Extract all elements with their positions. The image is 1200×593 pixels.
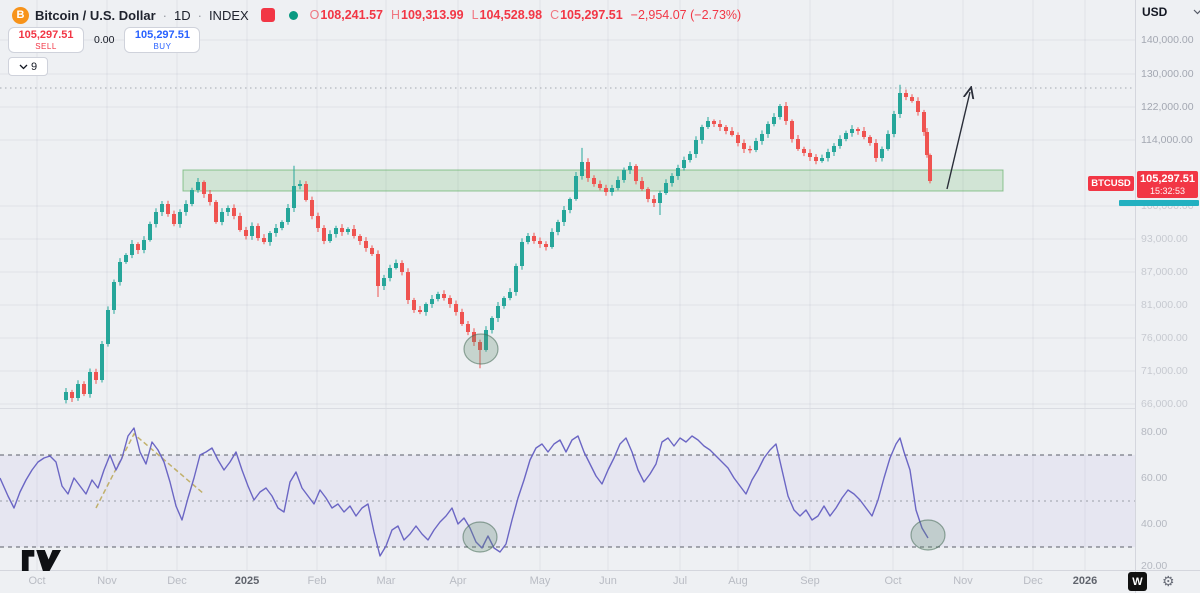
price-tick: 93,000.00 <box>1141 233 1188 245</box>
rsi-tick: 40.00 <box>1141 518 1168 530</box>
chevron-down-icon[interactable] <box>1193 9 1200 15</box>
arrow-drawing[interactable] <box>946 92 970 190</box>
time-tick: Oct <box>28 575 46 587</box>
timeframe-label[interactable]: 1D <box>173 7 191 23</box>
time-axis-separator <box>0 570 1200 571</box>
broker-logo-icon <box>260 8 275 22</box>
price-tick: 76,000.00 <box>1141 332 1188 344</box>
symbol-title[interactable]: Bitcoin / U.S. Dollar <box>35 7 156 23</box>
separator-dot: · <box>162 7 167 23</box>
buy-button[interactable]: 105,297.51 BUY <box>124 27 201 53</box>
price-tick: 66,000.00 <box>1141 398 1188 410</box>
object-tree-widget[interactable]: 9 <box>8 57 48 76</box>
separator-dot: · <box>197 7 202 23</box>
rsi-tick: 80.00 <box>1141 426 1168 438</box>
chart-canvas[interactable] <box>0 0 1135 570</box>
candles-layer <box>64 84 932 404</box>
time-tick: 2026 <box>1072 575 1098 587</box>
time-tick: Aug <box>728 575 748 587</box>
open-value: 108,241.57 <box>320 8 383 22</box>
time-tick: May <box>529 575 551 587</box>
time-tick: Nov <box>97 575 117 587</box>
rsi-tick: 60.00 <box>1141 472 1168 484</box>
market-open-dot-icon <box>288 10 298 20</box>
last-price-label: 105,297.51 15:32:53 <box>1137 171 1198 198</box>
spread-value: 0.00 <box>94 34 115 46</box>
indicator-price-strip <box>1119 200 1199 206</box>
symbol-legend: B Bitcoin / U.S. Dollar · 1D · INDEX O10… <box>12 5 741 25</box>
price-axis-separator <box>1135 0 1136 593</box>
high-value: 109,313.99 <box>401 8 464 22</box>
time-tick: Jul <box>672 575 688 587</box>
sell-price: 105,297.51 <box>18 28 74 41</box>
price-tick: 130,000.00 <box>1141 68 1194 80</box>
object-count: 9 <box>30 60 38 73</box>
rsi-line <box>0 427 929 557</box>
time-tick: Nov <box>953 575 973 587</box>
time-tick: Feb <box>307 575 327 587</box>
tradingview-logo-icon[interactable] <box>20 548 62 573</box>
price-tick: 122,000.00 <box>1141 101 1194 113</box>
rsi-divergence-line <box>95 432 205 509</box>
time-tick: Dec <box>167 575 187 587</box>
time-tick: Sep <box>800 575 820 587</box>
price-tick: 71,000.00 <box>1141 365 1188 377</box>
close-value: 105,297.51 <box>560 8 623 22</box>
symbol-price-badge: BTCUSD <box>1088 176 1134 191</box>
time-tick: Apr <box>449 575 467 587</box>
chevron-down-icon <box>19 64 28 69</box>
price-tick: 87,000.00 <box>1141 266 1188 278</box>
price-tick: 114,000.00 <box>1141 134 1193 146</box>
currency-label[interactable]: USD <box>1142 5 1168 19</box>
time-tick: Oct <box>884 575 902 587</box>
bitcoin-logo-icon: B <box>12 6 29 24</box>
price-tick: 81,000.00 <box>1141 299 1188 311</box>
rsi-indicator <box>0 427 1135 557</box>
rsi-tick: 20.00 <box>1141 560 1168 572</box>
ohlc-values: O108,241.57 H109,313.99 L104,528.98 C105… <box>309 8 742 22</box>
time-tick: Dec <box>1023 575 1043 587</box>
time-tick: Mar <box>376 575 396 587</box>
grid-layer <box>0 0 1135 570</box>
change-value: −2,954.07 (−2.73%) <box>630 8 742 22</box>
pane-separator[interactable] <box>0 408 1135 409</box>
time-tick: 2025 <box>234 575 260 587</box>
keyboard-shortcut-badge: W <box>1128 572 1147 591</box>
time-axis[interactable]: Oct Nov Dec 2025 Feb Mar Apr May Jun Jul Aug Sep Oct… <box>0 571 1200 593</box>
buy-price: 105,297.51 <box>134 28 190 41</box>
market-label[interactable]: INDEX <box>208 7 249 23</box>
price-axis[interactable]: USD 140,000.00 130,000.00 122,000.00 114,00… <box>1119 0 1200 572</box>
circle-drawings[interactable] <box>462 333 946 553</box>
low-value: 104,528.98 <box>479 8 543 22</box>
time-tick: Jun <box>599 575 617 587</box>
trade-panel: 105,297.51 SELL 0.00 105,297.51 BUY <box>8 27 201 53</box>
price-tick: 140,000.00 <box>1141 34 1194 46</box>
sell-button[interactable]: 105,297.51 SELL <box>8 27 84 53</box>
bar-countdown: 15:32:53 <box>1149 186 1186 196</box>
settings-gear-icon[interactable]: ⚙ <box>1162 573 1175 589</box>
